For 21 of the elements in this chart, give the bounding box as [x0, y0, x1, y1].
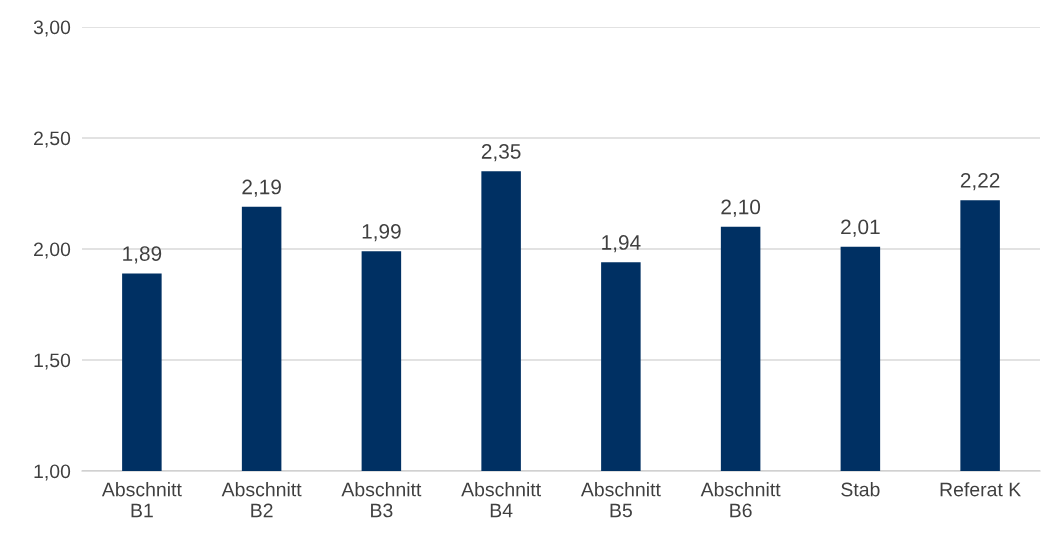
y-tick-label: 1,50 [34, 353, 71, 370]
x-tick-label: Abschnitt B3 [341, 482, 422, 518]
y-tick-label: 3,00 [33, 20, 71, 37]
data-label: 1,94 [602, 235, 641, 253]
x-tick-label: Referat K [940, 482, 1021, 497]
y-tick-label: 1,00 [34, 464, 71, 481]
x-tick-label: Abschnitt B2 [221, 482, 302, 518]
data-label: 2,10 [721, 199, 761, 217]
y-tick-label: 2,50 [34, 131, 71, 148]
data-label: 2,22 [960, 172, 1000, 191]
x-tick-label: Stab [841, 482, 880, 497]
x-tick-label: Abschnitt B6 [700, 482, 781, 518]
x-tick-label: Abschnitt B1 [101, 482, 182, 518]
data-label: 2,01 [841, 219, 880, 237]
x-tick-label: Abschnitt B4 [461, 482, 541, 518]
x-tick-label: Abschnitt B5 [580, 482, 661, 518]
data-label: 1,89 [123, 246, 162, 264]
data-label: 2,19 [242, 179, 281, 197]
data-label: 1,99 [362, 224, 401, 242]
y-tick-label: 2,00 [34, 242, 71, 259]
data-label: 2,35 [481, 144, 521, 162]
